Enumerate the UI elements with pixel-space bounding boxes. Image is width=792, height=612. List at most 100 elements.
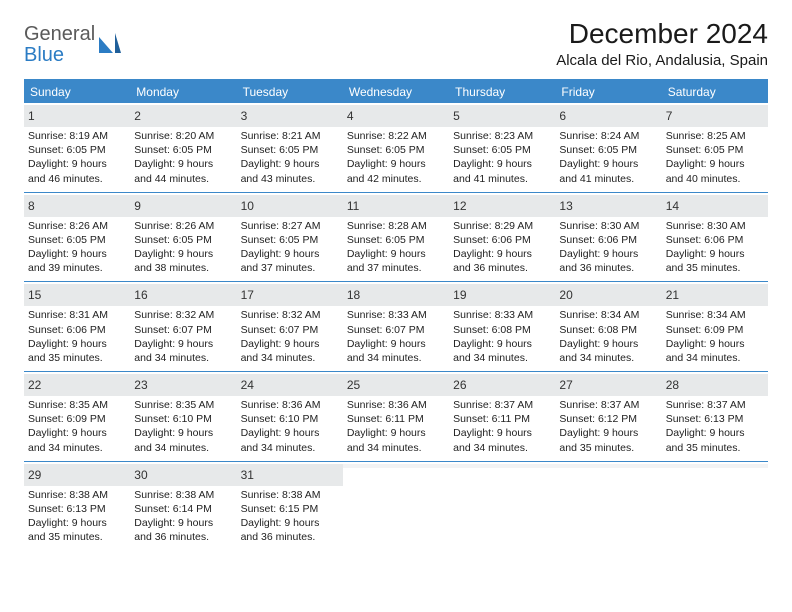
day-cell: 3Sunrise: 8:21 AMSunset: 6:05 PMDaylight… (237, 103, 343, 192)
dow-row: SundayMondayTuesdayWednesdayThursdayFrid… (24, 81, 768, 103)
daylight-line: Daylight: 9 hours and 34 minutes. (453, 426, 551, 454)
daynum-row: 31 (237, 464, 343, 486)
day-cell (343, 462, 449, 551)
day-number: 12 (453, 199, 466, 213)
day-cell: 20Sunrise: 8:34 AMSunset: 6:08 PMDayligh… (555, 282, 661, 371)
day-cell: 10Sunrise: 8:27 AMSunset: 6:05 PMDayligh… (237, 193, 343, 282)
sunrise-line: Sunrise: 8:38 AM (241, 488, 339, 502)
daylight-line: Daylight: 9 hours and 34 minutes. (241, 426, 339, 454)
location: Alcala del Rio, Andalusia, Spain (556, 52, 768, 69)
logo-sail-icon (95, 31, 123, 61)
daylight-line: Daylight: 9 hours and 43 minutes. (241, 157, 339, 185)
day-cell: 21Sunrise: 8:34 AMSunset: 6:09 PMDayligh… (662, 282, 768, 371)
day-cell: 12Sunrise: 8:29 AMSunset: 6:06 PMDayligh… (449, 193, 555, 282)
sunset-line: Sunset: 6:07 PM (347, 323, 445, 337)
day-number: 23 (134, 378, 147, 392)
day-number: 14 (666, 199, 679, 213)
day-cell: 13Sunrise: 8:30 AMSunset: 6:06 PMDayligh… (555, 193, 661, 282)
sunset-line: Sunset: 6:14 PM (134, 502, 232, 516)
daynum-row: 1 (24, 105, 130, 127)
day-number: 4 (347, 109, 354, 123)
sunset-line: Sunset: 6:05 PM (134, 143, 232, 157)
day-cell: 8Sunrise: 8:26 AMSunset: 6:05 PMDaylight… (24, 193, 130, 282)
daynum-row: 8 (24, 195, 130, 217)
sunrise-line: Sunrise: 8:24 AM (559, 129, 657, 143)
daynum-row (449, 464, 555, 468)
day-cell: 27Sunrise: 8:37 AMSunset: 6:12 PMDayligh… (555, 372, 661, 461)
sunset-line: Sunset: 6:05 PM (453, 143, 551, 157)
day-cell: 19Sunrise: 8:33 AMSunset: 6:08 PMDayligh… (449, 282, 555, 371)
sunrise-line: Sunrise: 8:20 AM (134, 129, 232, 143)
day-cell: 23Sunrise: 8:35 AMSunset: 6:10 PMDayligh… (130, 372, 236, 461)
day-number: 20 (559, 288, 572, 302)
sunset-line: Sunset: 6:11 PM (347, 412, 445, 426)
daylight-line: Daylight: 9 hours and 37 minutes. (347, 247, 445, 275)
sunrise-line: Sunrise: 8:35 AM (28, 398, 126, 412)
sunset-line: Sunset: 6:05 PM (241, 233, 339, 247)
day-number: 2 (134, 109, 141, 123)
day-number: 30 (134, 468, 147, 482)
daynum-row: 20 (555, 284, 661, 306)
weeks-container: 1Sunrise: 8:19 AMSunset: 6:05 PMDaylight… (24, 103, 768, 550)
day-cell (555, 462, 661, 551)
sunset-line: Sunset: 6:07 PM (134, 323, 232, 337)
sunrise-line: Sunrise: 8:36 AM (241, 398, 339, 412)
day-cell: 18Sunrise: 8:33 AMSunset: 6:07 PMDayligh… (343, 282, 449, 371)
sunset-line: Sunset: 6:13 PM (666, 412, 764, 426)
sunrise-line: Sunrise: 8:19 AM (28, 129, 126, 143)
day-cell: 15Sunrise: 8:31 AMSunset: 6:06 PMDayligh… (24, 282, 130, 371)
day-cell: 31Sunrise: 8:38 AMSunset: 6:15 PMDayligh… (237, 462, 343, 551)
dow-cell: Monday (130, 81, 236, 103)
sunset-line: Sunset: 6:10 PM (134, 412, 232, 426)
daylight-line: Daylight: 9 hours and 34 minutes. (559, 337, 657, 365)
day-cell: 14Sunrise: 8:30 AMSunset: 6:06 PMDayligh… (662, 193, 768, 282)
day-number: 28 (666, 378, 679, 392)
sunset-line: Sunset: 6:05 PM (134, 233, 232, 247)
day-number: 8 (28, 199, 35, 213)
day-number: 22 (28, 378, 41, 392)
dow-cell: Saturday (662, 81, 768, 103)
logo-text-bottom: Blue (24, 45, 95, 66)
logo-text: General Blue (24, 24, 95, 66)
day-number: 15 (28, 288, 41, 302)
sunset-line: Sunset: 6:05 PM (28, 233, 126, 247)
sunrise-line: Sunrise: 8:37 AM (453, 398, 551, 412)
day-number: 6 (559, 109, 566, 123)
daylight-line: Daylight: 9 hours and 38 minutes. (134, 247, 232, 275)
week-row: 8Sunrise: 8:26 AMSunset: 6:05 PMDaylight… (24, 193, 768, 283)
day-number: 26 (453, 378, 466, 392)
daylight-line: Daylight: 9 hours and 44 minutes. (134, 157, 232, 185)
daynum-row: 23 (130, 374, 236, 396)
daynum-row: 11 (343, 195, 449, 217)
sunrise-line: Sunrise: 8:27 AM (241, 219, 339, 233)
daynum-row: 12 (449, 195, 555, 217)
sunrise-line: Sunrise: 8:30 AM (559, 219, 657, 233)
day-number: 3 (241, 109, 248, 123)
title-block: December 2024 Alcala del Rio, Andalusia,… (556, 18, 768, 69)
daynum-row: 13 (555, 195, 661, 217)
daylight-line: Daylight: 9 hours and 34 minutes. (666, 337, 764, 365)
sunset-line: Sunset: 6:06 PM (559, 233, 657, 247)
daylight-line: Daylight: 9 hours and 34 minutes. (241, 337, 339, 365)
sunrise-line: Sunrise: 8:33 AM (347, 308, 445, 322)
day-cell: 2 Sunrise: 8:20 AMSunset: 6:05 PMDaylight… (130, 103, 236, 192)
sunrise-line: Sunrise: 8:35 AM (134, 398, 232, 412)
daylight-line: Daylight: 9 hours and 36 minutes. (453, 247, 551, 275)
sunrise-line: Sunrise: 8:22 AM (347, 129, 445, 143)
week-row: 15Sunrise: 8:31 AMSunset: 6:06 PMDayligh… (24, 282, 768, 372)
sunset-line: Sunset: 6:07 PM (241, 323, 339, 337)
sunset-line: Sunset: 6:05 PM (666, 143, 764, 157)
daynum-row: 9 (130, 195, 236, 217)
logo-text-top: General (24, 24, 95, 45)
daynum-row: 28 (662, 374, 768, 396)
day-number: 5 (453, 109, 460, 123)
sunrise-line: Sunrise: 8:26 AM (134, 219, 232, 233)
day-cell (662, 462, 768, 551)
day-cell: 9 Sunrise: 8:26 AMSunset: 6:05 PMDaylight… (130, 193, 236, 282)
header: General Blue December 2024 Alcala del Ri… (24, 18, 768, 69)
week-row: 22Sunrise: 8:35 AMSunset: 6:09 PMDayligh… (24, 372, 768, 462)
day-cell: 17Sunrise: 8:32 AMSunset: 6:07 PMDayligh… (237, 282, 343, 371)
day-number: 29 (28, 468, 41, 482)
day-cell: 5Sunrise: 8:23 AMSunset: 6:05 PMDaylight… (449, 103, 555, 192)
day-number: 13 (559, 199, 572, 213)
